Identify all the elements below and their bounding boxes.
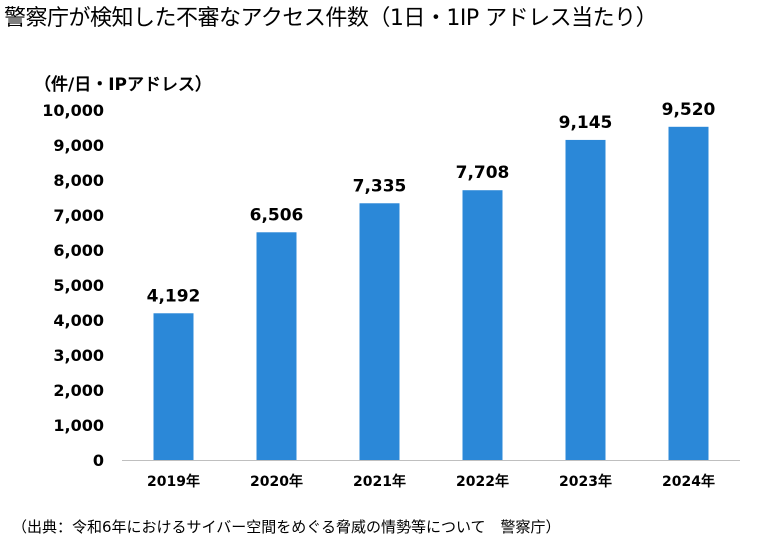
y-tick-label: 1,000 xyxy=(53,416,104,435)
x-tick-label: 2024年 xyxy=(662,473,715,490)
x-tick-label: 2021年 xyxy=(353,473,406,490)
data-labels: 4,192 6,506 7,335 7,708 9,145 9,520 xyxy=(147,100,716,306)
x-tick-label: 2019年 xyxy=(147,473,200,490)
bar xyxy=(668,126,709,461)
bar xyxy=(462,190,503,460)
y-tick-label: 9,000 xyxy=(53,136,104,155)
bar xyxy=(256,232,297,460)
y-tick-label: 0 xyxy=(93,451,104,470)
bar xyxy=(359,203,400,460)
bar xyxy=(153,313,194,460)
data-label: 9,520 xyxy=(662,100,716,120)
y-tick-label: 8,000 xyxy=(53,171,104,190)
data-label: 7,335 xyxy=(353,176,407,196)
y-axis-unit-label: （件/日・IPアドレス） xyxy=(34,75,212,95)
x-tick-label: 2022年 xyxy=(456,473,509,490)
y-tick-label: 10,000 xyxy=(42,101,104,120)
x-tick-label: 2020年 xyxy=(250,473,303,490)
y-tick-label: 5,000 xyxy=(53,276,104,295)
y-tick-label: 3,000 xyxy=(53,346,104,365)
bar xyxy=(565,139,606,461)
x-axis-ticks: 2019年 2020年 2021年 2022年 2023年 2024年 xyxy=(147,473,715,490)
y-tick-label: 2,000 xyxy=(53,381,104,400)
y-tick-label: 7,000 xyxy=(53,206,104,225)
data-label: 7,708 xyxy=(456,163,510,183)
bars xyxy=(153,126,709,461)
chart-title: 警察庁が検知した不審なアクセス件数（1日・1IP アドレス当たり） xyxy=(4,6,658,31)
source-note: （出典：令和6年におけるサイバー空間をめぐる脅威の情勢等について 警察庁） xyxy=(12,518,561,536)
data-label: 4,192 xyxy=(147,286,201,306)
data-label: 9,145 xyxy=(559,113,613,133)
data-label: 6,506 xyxy=(250,205,304,225)
y-tick-label: 4,000 xyxy=(53,311,104,330)
x-tick-label: 2023年 xyxy=(559,473,612,490)
y-tick-label: 6,000 xyxy=(53,241,104,260)
y-axis-ticks: 0 1,000 2,000 3,000 4,000 5,000 6,000 7,000 8,00… xyxy=(42,101,104,470)
